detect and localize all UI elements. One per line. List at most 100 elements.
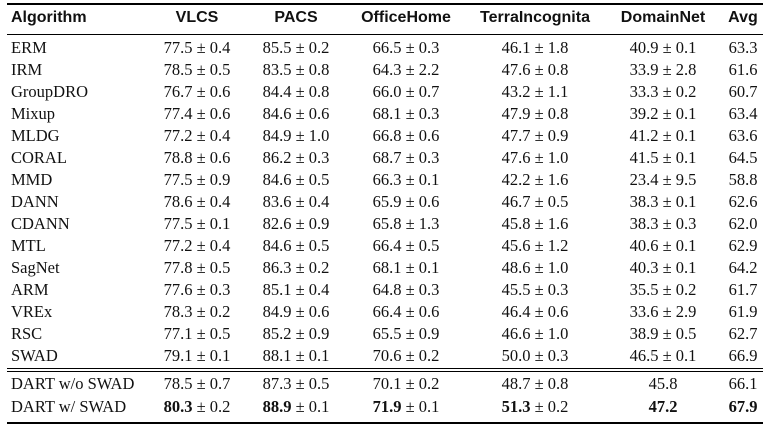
cell-pacs: 82.6 ± 0.9 <box>262 214 330 233</box>
cell-pacs: 85.1 ± 0.4 <box>262 280 330 299</box>
cell-officehome: 66.5 ± 0.3 <box>372 38 440 57</box>
cell-vlcs: 78.5 ± 0.5 <box>163 60 231 79</box>
cell-vlcs: 78.3 ± 0.2 <box>163 302 231 321</box>
cell-terraincognita: 50.0 ± 0.3 <box>501 346 569 365</box>
cell-algorithm: DART w/ SWAD <box>11 396 126 418</box>
cell-pacs: 83.5 ± 0.8 <box>262 60 330 79</box>
cell-vlcs: 80.3 ± 0.2 <box>149 396 245 418</box>
cell-officehome: 68.1 ± 0.1 <box>372 258 440 277</box>
table-row: RSC 77.1 ± 0.5 85.2 ± 0.9 65.5 ± 0.9 46.6 ± … <box>7 323 763 345</box>
cell-terraincognita: 46.4 ± 0.6 <box>501 302 569 321</box>
cell-avg: 62.6 <box>728 192 758 211</box>
cell-domainnet: 38.3 ± 0.1 <box>629 192 697 211</box>
cell-officehome: 66.4 ± 0.5 <box>372 236 440 255</box>
cell-avg: 61.7 <box>728 280 758 299</box>
cell-domainnet: 45.8 <box>607 373 719 395</box>
cell-domainnet: 33.9 ± 2.8 <box>629 60 697 79</box>
header-officehome: OfficeHome <box>361 9 451 26</box>
header-domainnet: DomainNet <box>620 9 706 26</box>
cell-terraincognita: 51.3 ± 0.2 <box>469 396 601 418</box>
cell-officehome: 66.0 ± 0.7 <box>372 82 440 101</box>
header-terraincognita: TerraIncognita <box>480 9 590 26</box>
cell-pacs: 85.2 ± 0.9 <box>262 324 330 343</box>
header-rule <box>7 34 763 35</box>
cell-avg: 64.2 <box>728 258 758 277</box>
cell-domainnet: 40.9 ± 0.1 <box>629 38 697 57</box>
cell-value: 45.8 <box>648 374 678 393</box>
table-row: DART w/ SWAD 80.3 ± 0.2 88.9 ± 0.1 71.9 ± 0… <box>7 396 763 418</box>
cell-terraincognita: 46.1 ± 1.8 <box>501 38 569 57</box>
cell-terraincognita: 48.7 ± 0.8 <box>469 373 601 395</box>
cell-terraincognita: 42.2 ± 1.6 <box>501 170 569 189</box>
cell-officehome: 65.9 ± 0.6 <box>372 192 440 211</box>
cell-terraincognita: 46.6 ± 1.0 <box>501 324 569 343</box>
cell-avg: 61.9 <box>728 302 758 321</box>
table-row: Mixup 77.4 ± 0.6 84.6 ± 0.6 68.1 ± 0.3 47.9 … <box>7 103 763 125</box>
cell-algorithm: SWAD <box>11 346 58 365</box>
cell-vlcs: 77.2 ± 0.4 <box>163 236 231 255</box>
cell-algorithm: SagNet <box>11 258 60 277</box>
header-pacs: PACS <box>274 9 318 26</box>
cell-pacs: 84.9 ± 0.6 <box>262 302 330 321</box>
cell-avg: 60.7 <box>728 82 758 101</box>
cell-algorithm: IRM <box>11 60 43 79</box>
bottom-rule <box>7 422 763 424</box>
cell-value: 87.3 <box>262 374 292 393</box>
header-algorithm: Algorithm <box>11 9 87 26</box>
cell-terraincognita: 43.2 ± 1.1 <box>501 82 569 101</box>
cell-vlcs: 78.6 ± 0.4 <box>163 192 231 211</box>
table-row: CDANN 77.5 ± 0.1 82.6 ± 0.9 65.8 ± 1.3 45.8 … <box>7 213 763 235</box>
cell-pacs: 84.6 ± 0.6 <box>262 104 330 123</box>
cell-algorithm: DANN <box>11 192 59 211</box>
cell-vlcs: 78.5 ± 0.7 <box>149 373 245 395</box>
cell-terraincognita: 45.5 ± 0.3 <box>501 280 569 299</box>
cell-algorithm: RSC <box>11 324 43 343</box>
cell-terraincognita: 45.8 ± 1.6 <box>501 214 569 233</box>
cell-value: 78.5 <box>163 374 193 393</box>
cell-terraincognita: 46.7 ± 0.5 <box>501 192 569 211</box>
cell-algorithm: ERM <box>11 38 47 57</box>
cell-pacs: 88.1 ± 0.1 <box>262 346 330 365</box>
cell-avg: 58.8 <box>728 170 758 189</box>
cell-avg: 63.4 <box>728 104 758 123</box>
cell-officehome: 70.6 ± 0.2 <box>372 346 440 365</box>
cell-officehome: 65.5 ± 0.9 <box>372 324 440 343</box>
cell-officehome: 71.9 ± 0.1 <box>349 396 463 418</box>
cell-std: ± 0.5 <box>291 374 330 393</box>
cell-algorithm: CDANN <box>11 214 70 233</box>
cell-pacs: 86.2 ± 0.3 <box>262 148 330 167</box>
cell-pacs: 84.6 ± 0.5 <box>262 170 330 189</box>
table-row: VREx 78.3 ± 0.2 84.9 ± 0.6 66.4 ± 0.6 46.4 ±… <box>7 301 763 323</box>
cell-pacs: 84.4 ± 0.8 <box>262 82 330 101</box>
cell-domainnet: 33.6 ± 2.9 <box>629 302 697 321</box>
cell-algorithm: MMD <box>11 170 53 189</box>
cell-officehome: 65.8 ± 1.3 <box>372 214 440 233</box>
cell-pacs: 84.9 ± 1.0 <box>262 126 330 145</box>
cell-value: 80.3 <box>163 397 193 416</box>
cell-algorithm: CORAL <box>11 148 67 167</box>
cell-officehome: 66.3 ± 0.1 <box>372 170 440 189</box>
cell-algorithm: MLDG <box>11 126 60 145</box>
cell-value: DART w/o SWAD <box>11 374 135 393</box>
cell-pacs: 85.5 ± 0.2 <box>262 38 330 57</box>
cell-pacs: 88.9 ± 0.1 <box>251 396 341 418</box>
table-row: CORAL 78.8 ± 0.6 86.2 ± 0.3 68.7 ± 0.3 47.6 … <box>7 147 763 169</box>
cell-avg: 61.6 <box>728 60 758 79</box>
table-row: ARM 77.6 ± 0.3 85.1 ± 0.4 64.8 ± 0.3 45.5 ± … <box>7 279 763 301</box>
cell-value: 88.9 <box>262 397 292 416</box>
cell-vlcs: 76.7 ± 0.6 <box>163 82 231 101</box>
cell-domainnet: 23.4 ± 9.5 <box>629 170 697 189</box>
cell-pacs: 83.6 ± 0.4 <box>262 192 330 211</box>
cell-value: 70.1 <box>372 374 402 393</box>
cell-value: 47.2 <box>648 397 678 416</box>
table-row: DART w/o SWAD 78.5 ± 0.7 87.3 ± 0.5 70.1 ± … <box>7 373 763 395</box>
cell-domainnet: 46.5 ± 0.1 <box>629 346 697 365</box>
cell-domainnet: 39.2 ± 0.1 <box>629 104 697 123</box>
cell-terraincognita: 45.6 ± 1.2 <box>501 236 569 255</box>
cell-value: DART w/ SWAD <box>11 397 127 416</box>
cell-domainnet: 40.3 ± 0.1 <box>629 258 697 277</box>
cell-avg: 63.6 <box>728 126 758 145</box>
cell-avg: 64.5 <box>728 148 758 167</box>
table-row: SWAD 79.1 ± 0.1 88.1 ± 0.1 70.6 ± 0.2 50.0 ±… <box>7 345 763 367</box>
cell-domainnet: 40.6 ± 0.1 <box>629 236 697 255</box>
